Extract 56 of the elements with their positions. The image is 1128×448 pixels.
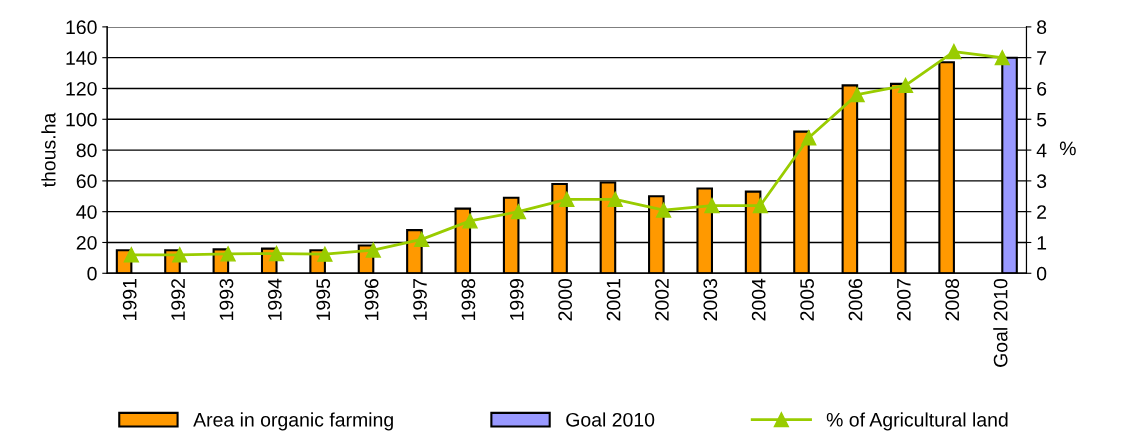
x-tick-label: 2002 <box>655 279 669 321</box>
y2-tick-label: 8 <box>1037 20 1047 35</box>
y-tick-label: 80 <box>76 143 97 158</box>
point <box>994 50 1010 66</box>
y2-axis-title: % <box>1059 141 1076 156</box>
y2-tick-label: 3 <box>1036 174 1047 189</box>
y2-tick-label: 0 <box>1036 266 1047 281</box>
x-tick-label: 2001 <box>606 279 621 321</box>
x-tick-label: 2000 <box>558 278 573 321</box>
x-tick-label: 1994 <box>267 278 282 320</box>
x-tick-label: 1999 <box>509 279 524 320</box>
x-tick-label: Goal 2010 <box>993 278 1008 367</box>
x-tick-label: 2003 <box>703 278 718 321</box>
y-tick-label: 20 <box>76 235 97 250</box>
point <box>559 191 575 207</box>
legend-label: % of Agricultural land <box>826 412 1008 431</box>
x-tick-label: 2005 <box>800 278 814 321</box>
y2-tick-label: 1 <box>1037 236 1047 250</box>
point <box>801 130 817 146</box>
x-tick-label: 2008 <box>945 278 960 321</box>
y-tick-label: 40 <box>76 205 97 219</box>
y-tick-label: 140 <box>66 51 97 65</box>
point <box>510 204 527 220</box>
y-tick-label: 0 <box>87 266 97 281</box>
point <box>414 231 430 248</box>
x-tick-label: 1993 <box>219 278 234 320</box>
x-tick-label: 1992 <box>171 279 185 320</box>
y-tick-label: 100 <box>66 112 97 127</box>
x-tick-label: 2007 <box>896 279 911 321</box>
y-axis-title: thous.ha <box>41 112 56 188</box>
y2-tick-label: 4 <box>1036 143 1047 158</box>
y2-tick-label: 2 <box>1037 205 1047 219</box>
y-tick-label: 120 <box>66 81 97 96</box>
point <box>365 242 381 258</box>
y2-tick-label: 5 <box>1036 112 1047 127</box>
y2-tick-label: 6 <box>1037 81 1047 96</box>
x-tick-label: 2006 <box>848 278 863 321</box>
point <box>946 43 962 60</box>
legend-label: Goal 2010 <box>566 412 655 427</box>
x-tick-label: 1998 <box>461 278 476 320</box>
point <box>849 87 865 103</box>
legend-label: Area in organic farming <box>193 412 393 431</box>
x-tick-label: 1997 <box>413 279 427 320</box>
y2-tick-label: 7 <box>1037 51 1047 65</box>
point <box>655 202 672 218</box>
y-tick-label: 160 <box>66 20 97 35</box>
x-tick-label: 1995 <box>316 278 331 320</box>
point <box>752 197 769 214</box>
y-tick-label: 60 <box>76 174 97 189</box>
point <box>897 77 914 94</box>
point <box>462 213 478 229</box>
x-tick-label: 1996 <box>364 278 379 320</box>
x-tick-label: 2004 <box>751 278 766 321</box>
x-tick-label: 1991 <box>122 279 137 320</box>
point <box>607 191 623 207</box>
point <box>704 197 720 214</box>
